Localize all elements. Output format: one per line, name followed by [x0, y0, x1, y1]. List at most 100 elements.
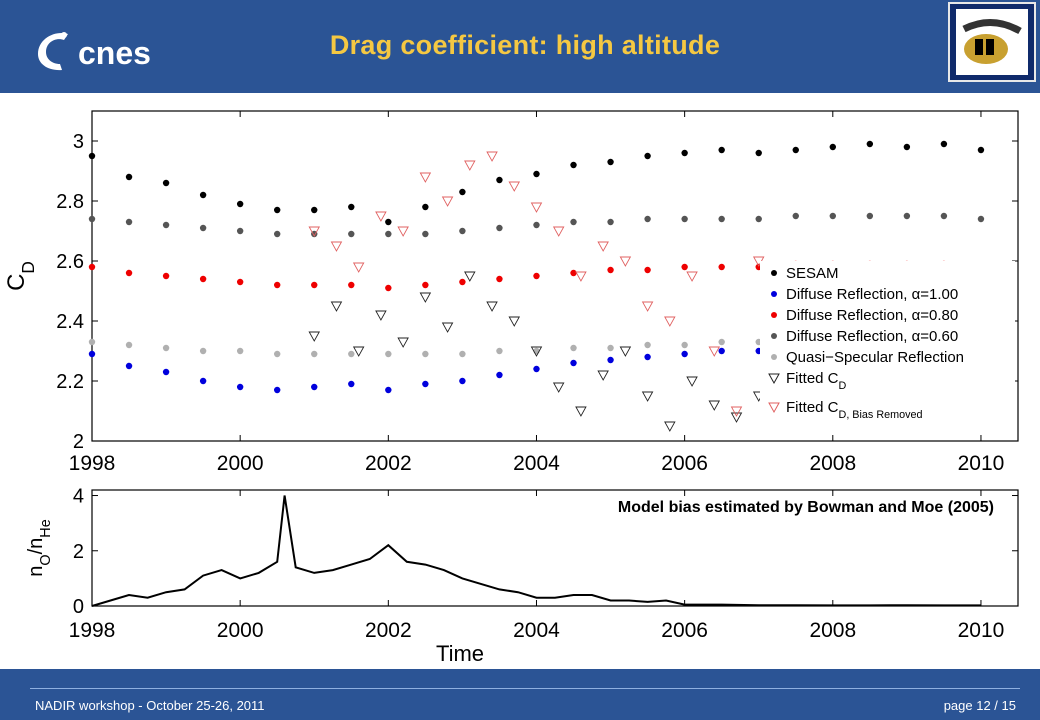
top-y-tick-label: 2.2 — [56, 371, 84, 393]
series-3-point — [570, 218, 577, 226]
series-1-point — [718, 347, 725, 355]
series-2-point — [236, 278, 244, 286]
series-3-point — [977, 215, 985, 223]
series-6-triangle — [552, 226, 565, 237]
top-x-tick-label: 2006 — [661, 452, 708, 475]
model-bias-annotation: Model bias estimated by Bowman and Moe (… — [618, 499, 994, 516]
series-2-point — [125, 269, 133, 277]
series-5-triangle — [708, 400, 721, 411]
series-0-point — [755, 149, 762, 157]
series-6-triangle — [486, 151, 498, 162]
legend-marker-0 — [771, 270, 777, 276]
series-0-point — [644, 152, 651, 160]
legend-marker-5 — [768, 373, 780, 385]
series-2-point — [385, 284, 392, 292]
series-3-point — [829, 212, 836, 220]
series-5-triangle — [664, 421, 676, 432]
series-3-point — [496, 224, 503, 232]
legend-label-1: Diffuse Reflection, α=1.00 — [786, 286, 958, 303]
series-5-triangle — [575, 406, 587, 417]
series-6-triangle — [419, 172, 432, 183]
series-3-point — [422, 230, 429, 238]
series-1-point — [422, 380, 429, 388]
series-2-point — [644, 266, 651, 274]
series-3-point — [607, 218, 614, 226]
series-5-triangle — [552, 382, 565, 393]
series-4-point — [162, 344, 170, 352]
series-0-point — [940, 140, 948, 148]
series-3-point — [125, 218, 133, 226]
series-0-point — [385, 218, 392, 226]
series-2-point — [422, 281, 429, 289]
series-4-point — [718, 338, 725, 346]
series-4-point — [385, 350, 392, 358]
series-4-point — [348, 350, 355, 358]
logo-text: cnes — [78, 35, 151, 71]
legend-box — [760, 261, 1015, 435]
legend-marker-4 — [771, 354, 777, 360]
series-5-triangle — [464, 271, 476, 282]
bottom-x-tick-label: 2002 — [365, 619, 412, 642]
series-6-triangle — [575, 271, 587, 282]
top-x-tick-label: 1998 — [69, 452, 116, 475]
legend-label-3: Diffuse Reflection, α=0.60 — [786, 328, 958, 345]
series-3-point — [385, 230, 392, 238]
series-4-point — [644, 341, 651, 349]
series-2-point — [607, 266, 614, 274]
buffalo-logo-icon — [962, 19, 1022, 64]
bottom-x-tick-label: 2008 — [809, 619, 856, 642]
legend-marker-6 — [768, 402, 780, 414]
series-5-triangle — [530, 346, 543, 357]
series-3-point — [792, 212, 799, 220]
footer-divider — [30, 688, 1020, 689]
legend-marker-3 — [771, 333, 777, 339]
series-6-triangle — [641, 301, 654, 312]
series-1-point — [570, 359, 577, 367]
series-6-triangle — [686, 271, 698, 282]
series-0-point — [274, 206, 281, 214]
series-4-point — [88, 338, 96, 346]
series-2-point — [162, 272, 170, 280]
top-y-tick-label: 2.6 — [56, 251, 84, 273]
series-5-triangle — [419, 292, 432, 303]
series-4-point — [570, 344, 577, 352]
bottom-chart-frame — [91, 489, 1019, 607]
bottom-x-tick-label: 2010 — [958, 619, 1005, 642]
top-y-axis-label: CD — [3, 261, 38, 291]
series-4-point — [199, 347, 207, 355]
series-6-triangle — [619, 256, 632, 267]
series-0-point — [681, 149, 688, 157]
header-bar — [0, 0, 1040, 93]
series-6-triangle — [708, 346, 721, 357]
series-0-point — [162, 179, 170, 187]
series-1-point — [311, 383, 318, 391]
top-x-tick-label: 2002 — [365, 452, 412, 475]
series-6-triangle — [352, 262, 365, 273]
series-0-point — [496, 176, 503, 184]
series-0-point — [829, 143, 836, 151]
series-3-point — [236, 227, 244, 235]
series-5-triangle — [308, 331, 321, 342]
series-4-point — [681, 341, 688, 349]
series-1-point — [644, 353, 651, 361]
series-1-point — [125, 362, 133, 370]
series-5-triangle — [330, 301, 343, 312]
legend-marker-1 — [771, 291, 777, 297]
series-1-point — [533, 365, 540, 373]
series-2-point — [199, 275, 207, 283]
series-0-point — [88, 152, 96, 160]
series-6-triangle — [464, 160, 476, 171]
series-0-point — [311, 206, 318, 214]
series-2-point — [348, 281, 355, 289]
series-3-point — [459, 227, 466, 235]
series-4-point — [533, 347, 540, 355]
bottom-x-tick-label: 2006 — [661, 619, 708, 642]
legend-marker-2 — [771, 312, 777, 318]
series-0-point — [199, 191, 207, 199]
series-6-triangle — [730, 406, 743, 417]
series-6-triangle — [397, 226, 409, 237]
series-6-triangle — [508, 181, 521, 192]
legend-label-2: Diffuse Reflection, α=0.80 — [786, 307, 958, 324]
series-3-point — [718, 215, 725, 223]
